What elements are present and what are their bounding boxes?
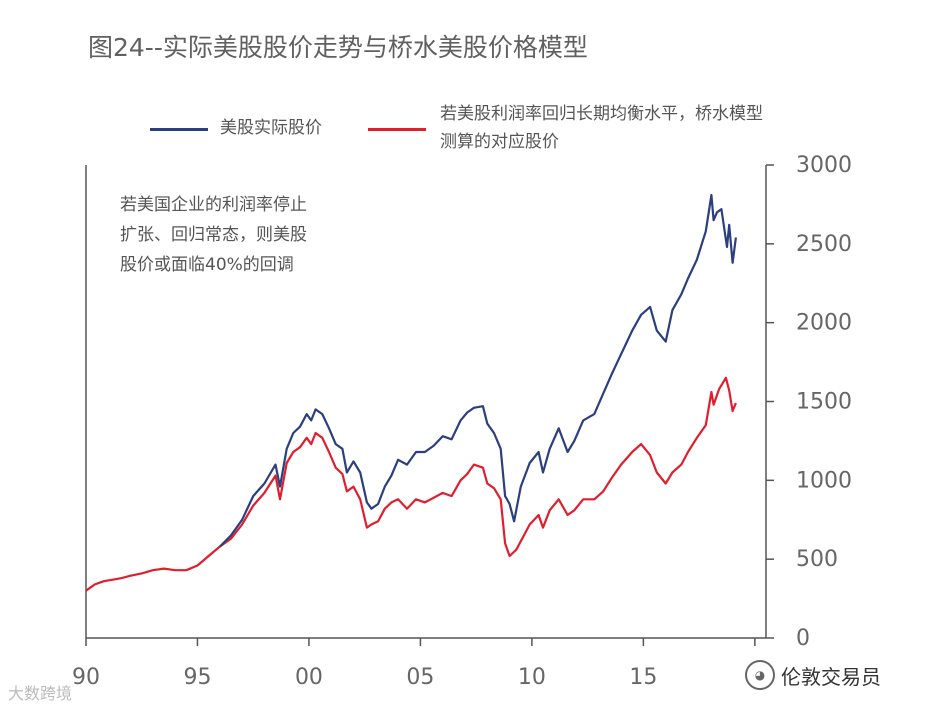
x-tick-label: 00 [295,665,323,690]
legend-label-actual: 美股实际股价 [220,118,322,138]
x-tick-label: 90 [72,665,100,690]
wechat-icon: ◕ [745,660,775,690]
x-tick-label: 15 [629,665,657,690]
y-tick-label: 1500 [796,390,852,415]
annotation-line-1: 若美国企业的利润率停止 [120,195,307,215]
watermark-right-label: 伦敦交易员 [781,664,881,689]
legend-swatch-actual [150,128,208,131]
page-title: 图24--实际美股股价走势与桥水美股价格模型 [88,33,588,62]
y-tick-label: 1000 [796,468,852,493]
legend-label-model: 若美股利润率回归长期均衡水平，桥水模型测算的对应股价 [440,104,763,152]
x-tick-label: 05 [406,665,434,690]
y-tick-label: 2500 [796,232,852,257]
y-tick-label: 2000 [796,311,852,336]
y-tick-label: 3000 [796,153,852,178]
x-tick-label: 95 [183,665,211,690]
legend-swatch-model [368,128,426,131]
chart-annotation: 若美国企业的利润率停止 扩张、回归常态，则美股 股价或面临40%的回调 [120,190,370,280]
series-line-actual [219,193,737,548]
annotation-line-3: 股价或面临40%的回调 [120,255,294,275]
series-line-model [85,376,737,592]
annotation-line-2: 扩张、回归常态，则美股 [120,225,307,245]
y-tick-label: 500 [796,547,838,572]
watermark-right: ◕ 伦敦交易员 [745,660,881,690]
x-tick-label: 10 [518,665,546,690]
watermark-left: 大数跨境 [8,684,73,703]
y-tick-label: 0 [796,626,810,651]
